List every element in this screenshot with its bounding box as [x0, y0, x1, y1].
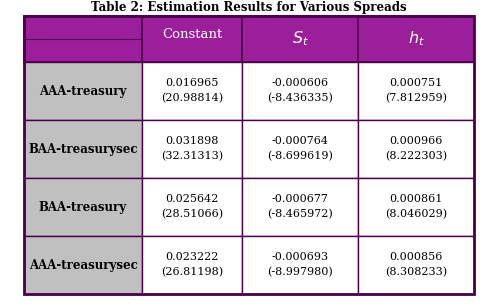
Text: 0.023222
(26.81198): 0.023222 (26.81198) [161, 252, 223, 278]
Bar [142, 16, 242, 62]
Text: Table 2: Estimation Results for Various Spreads: Table 2: Estimation Results for Various … [91, 2, 407, 14]
Bar [24, 62, 142, 120]
Bar [24, 178, 142, 236]
Text: AAA-treasurysec: AAA-treasurysec [28, 259, 137, 271]
Text: -0.000606
(-8.436335): -0.000606 (-8.436335) [267, 78, 333, 104]
Text: -0.000677
(-8.465972): -0.000677 (-8.465972) [267, 194, 333, 220]
Bar [242, 16, 358, 62]
Text: 0.000966
(8.222303): 0.000966 (8.222303) [385, 136, 447, 162]
Bar [24, 236, 142, 294]
Bar [358, 236, 474, 294]
Text: 0.016965
(20.98814): 0.016965 (20.98814) [161, 78, 223, 104]
Text: BAA-treasury: BAA-treasury [39, 200, 127, 214]
Text: BAA-treasurysec: BAA-treasurysec [28, 143, 138, 155]
Bar [358, 178, 474, 236]
Bar [142, 236, 242, 294]
Bar [242, 236, 358, 294]
Text: 0.000856
(8.308233): 0.000856 (8.308233) [385, 252, 447, 278]
Text: $\mathit{S}_t$: $\mathit{S}_t$ [291, 30, 308, 48]
Text: 0.000751
(7.812959): 0.000751 (7.812959) [385, 78, 447, 104]
Text: 0.025642
(28.51066): 0.025642 (28.51066) [161, 194, 223, 220]
Bar [242, 62, 358, 120]
Text: -0.000693
(-8.997980): -0.000693 (-8.997980) [267, 252, 333, 278]
Text: 0.000861
(8.046029): 0.000861 (8.046029) [385, 194, 447, 220]
Bar [142, 62, 242, 120]
Text: $\mathit{h}_t$: $\mathit{h}_t$ [407, 30, 424, 48]
Bar [242, 178, 358, 236]
Text: Constant: Constant [162, 28, 222, 40]
Bar [358, 62, 474, 120]
Bar [142, 120, 242, 178]
Text: -0.000764
(-8.699619): -0.000764 (-8.699619) [267, 136, 333, 162]
Bar [24, 16, 142, 62]
Bar [358, 16, 474, 62]
Bar [358, 120, 474, 178]
Bar [242, 120, 358, 178]
Text: 0.031898
(32.31313): 0.031898 (32.31313) [161, 136, 223, 162]
Bar [142, 178, 242, 236]
Bar [24, 120, 142, 178]
Text: AAA-treasury: AAA-treasury [39, 84, 126, 98]
